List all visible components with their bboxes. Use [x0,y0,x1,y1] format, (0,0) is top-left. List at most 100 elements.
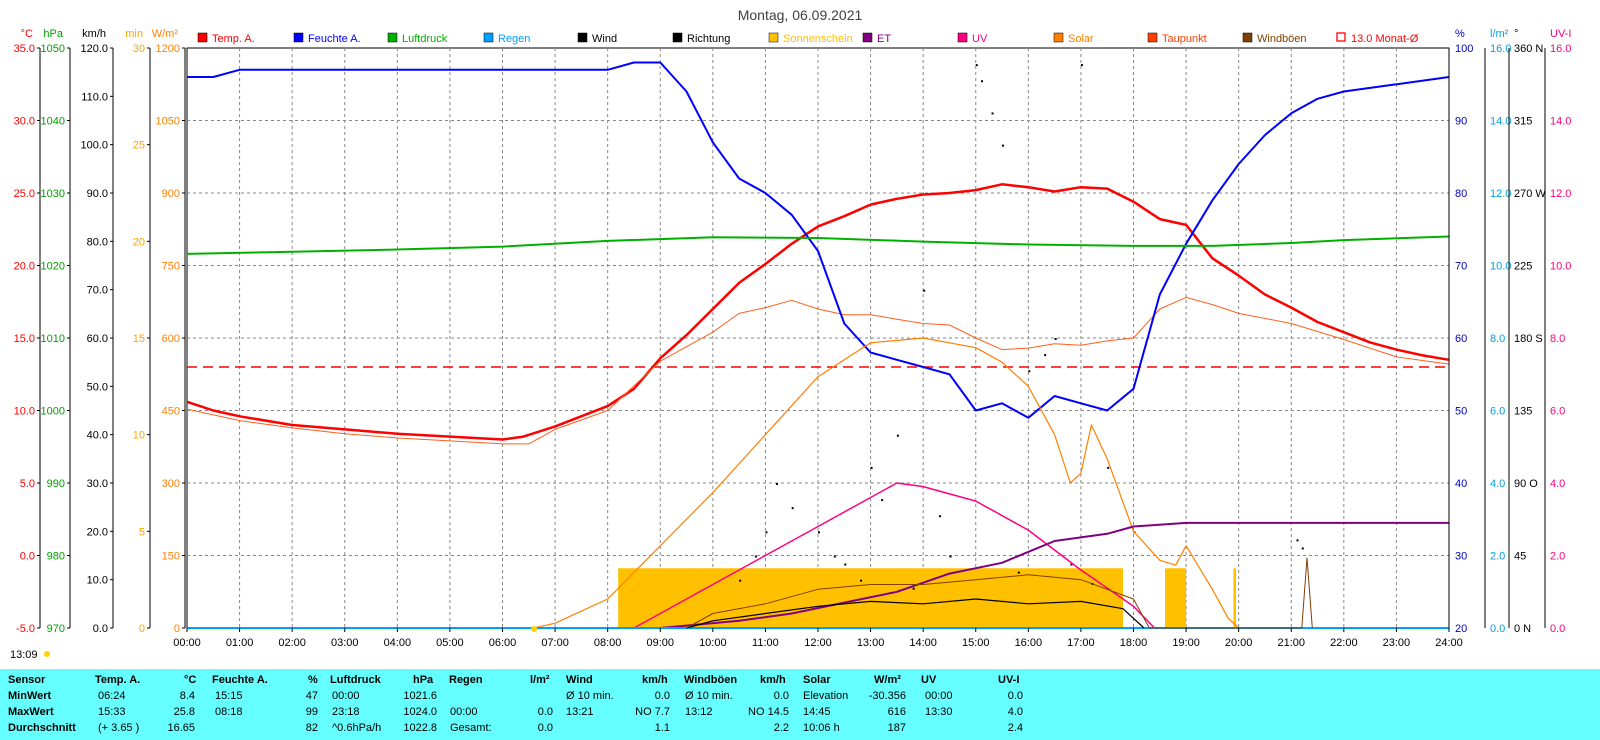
table-cell-regen-time: Gesamt: [450,722,492,734]
series-line-taupunkt [186,296,1450,445]
right-axis-unit: l/m² [1490,28,1509,40]
x-tick-label: 02:00 [278,637,306,649]
right-axis-tick-label: 180 S [1514,333,1543,345]
left-axis-tick-label: 120.0 [80,43,108,55]
table-cell-wind-val: 0.0 [654,690,670,702]
table-cell-temp-val: 8.4 [179,690,195,702]
table-cell-temp-time: 06:24 [98,690,126,702]
series-line-temp-a- [186,183,1450,441]
wind-direction-point [870,466,873,469]
right-axis-unit: UV-I [1550,28,1571,40]
header-sensor: Sensor [8,674,46,686]
wind-direction-point [881,499,884,502]
legend-swatch [387,32,398,43]
x-tick-label: 18:00 [1120,637,1148,649]
series-line-solar [533,337,1240,629]
legend-swatch [957,32,968,43]
sunshine-bar [1233,568,1237,628]
right-axis-tick-label: 12.0 [1490,188,1511,200]
table-cell-feuchte-val: 82 [305,722,318,734]
legend-label: Taupunkt [1162,33,1207,45]
left-axis-unit: km/h [82,28,106,40]
left-axis-tick-label: 10.0 [14,406,35,418]
table-cell-boeen-val: 2.2 [773,722,789,734]
left-axis-tick-label: 25 [133,140,145,152]
left-axis-tick-label: 1030 [41,188,65,200]
left-axis-tick-label: 1020 [41,261,65,273]
legend-label: Temp. A. [212,33,255,45]
wind-direction-point [1107,466,1110,469]
sunshine-bar [1165,568,1187,628]
header-regen: Regen [449,674,483,686]
table-cell-luft-val: 1022.8 [403,722,437,734]
right-axis-tick-label: 30 [1455,551,1467,563]
right-axis-tick-label: 45 [1514,551,1526,563]
x-tick-label: 17:00 [1067,637,1095,649]
right-axis-tick-label: 20 [1455,623,1467,635]
table-cell-regen-time: 00:00 [450,706,478,718]
right-axis-unit: ° [1514,28,1518,40]
wind-direction-point [1044,354,1047,357]
table-cell-boeen-val: NO 14.5 [748,706,789,718]
table-cell-label: Durchschnitt [8,722,76,734]
right-axis-tick-label: 225 [1514,261,1532,273]
right-axis-tick-label: 10.0 [1490,261,1511,273]
header-feuchte: Feuchte A. [212,674,268,686]
legend-label: Feuchte A. [308,33,361,45]
legend-swatch [862,32,873,43]
wind-direction-point [1017,571,1020,574]
table-cell-wind-time: Ø 10 min. [566,690,614,702]
right-axis-unit: % [1455,28,1465,40]
left-axis-tick-label: 980 [47,551,65,563]
wind-direction-point [912,587,915,590]
wind-direction-point [833,555,836,558]
left-axis-tick-label: 100.0 [80,140,108,152]
legend-swatch [483,32,494,43]
series-line-wind [686,598,1145,629]
right-axis-tick-label: 10.0 [1550,261,1571,273]
wind-direction-point [1054,338,1057,340]
table-cell-solar-val: 187 [887,722,906,734]
left-axis-tick-label: 750 [162,261,180,273]
plot-area [186,47,1450,629]
left-axis-tick-label: 0 [139,623,145,635]
left-axis-tick-label: 1000 [41,406,65,418]
left-axis-tick-label: 90.0 [87,188,108,200]
table-cell-feuchte-val: 47 [305,690,318,702]
statistics-table: Sensor Temp. A. °C Feuchte A. % Luftdruc… [0,669,1600,740]
table-cell-uv-val: 4.0 [1007,706,1023,718]
x-tick-label: 06:00 [489,637,517,649]
header-windboeen: Windböen [684,674,738,686]
header-luftdruck-unit: hPa [413,674,434,686]
left-axis-tick-label: 5.0 [20,478,35,490]
legend-swatch [1147,32,1158,43]
x-tick-label: 12:00 [804,637,832,649]
header-temp: Temp. A. [95,674,141,686]
right-axis-tick-label: 135 [1514,406,1532,418]
legend-label: Wind [592,33,617,45]
x-tick-label: 21:00 [1277,637,1305,649]
table-cell-label: MinWert [8,690,52,702]
left-axis-tick-label: 990 [47,478,65,490]
left-axis-tick-label: 20.0 [87,526,108,538]
x-tick-label: 03:00 [331,637,359,649]
right-axis-tick-label: 90 O [1514,478,1538,490]
x-tick-label: 15:00 [962,637,990,649]
table-cell-solar-val: -30.356 [868,690,906,702]
table-cell-wind-val: NO 7.7 [635,706,670,718]
table-cell-luft-time: 00:00 [332,690,360,702]
left-axis-tick-label: 20 [133,236,145,248]
left-axis-tick-label: 10 [133,430,145,442]
table-cell-luft-val: 1024.0 [403,706,437,718]
left-axis-tick-label: 1050 [156,116,180,128]
sunrise-marker [531,626,538,632]
x-tick-label: 05:00 [436,637,464,649]
right-axis-tick-label: 315 [1514,116,1532,128]
table-cell-uv-time: 00:00 [925,690,953,702]
wind-direction-point [739,579,742,582]
legend-label: 13.0 Monat-Ø [1351,33,1419,45]
weather-chart: Montag, 06.09.2021 Temp. A. Feuchte A. Luf… [10,7,1571,661]
right-axis-tick-label: 90 [1455,116,1467,128]
series-line-uv [633,482,1156,629]
right-axis-tick-label: 8.0 [1550,333,1565,345]
